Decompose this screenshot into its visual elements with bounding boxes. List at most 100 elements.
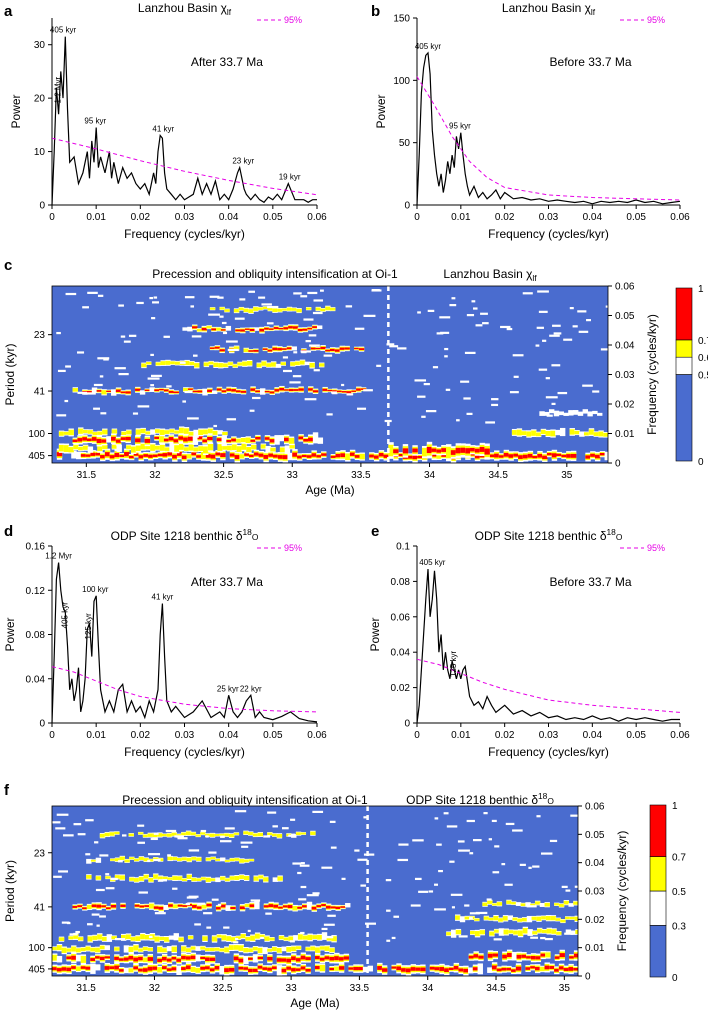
confidence-95-line: [51, 137, 318, 196]
heatmap-cell: [341, 383, 345, 387]
heatmap-cell: [311, 453, 317, 457]
heatmap-cell: [312, 810, 324, 813]
heatmap-cell: [298, 898, 307, 901]
heatmap-cell: [228, 967, 235, 972]
heatmap-cell: [357, 858, 368, 861]
heatmap-cell: [105, 907, 112, 910]
y-tick-label: 0: [39, 719, 45, 730]
heatmap-cell: [231, 444, 238, 451]
frequency-tick-label: 0.05: [585, 830, 605, 841]
heatmap-cell: [265, 445, 271, 453]
heatmap-cell: [167, 856, 173, 861]
heatmap-cell: [191, 877, 197, 882]
heatmap-cell: [190, 955, 197, 960]
heatmap-cell: [201, 327, 208, 331]
heatmap-cell: [152, 833, 158, 838]
heatmap-cell: [466, 412, 473, 415]
heatmap-cell: [143, 874, 149, 879]
heatmap-cell: [276, 948, 283, 953]
heatmap-cell: [254, 327, 260, 331]
heatmap-cell: [305, 947, 311, 951]
heatmap-cell: [149, 903, 155, 909]
heatmap-cell: [551, 453, 558, 458]
heatmap-cell: [75, 948, 82, 953]
heatmap-cell: [188, 849, 200, 852]
heatmap-cell: [527, 453, 534, 458]
heatmap-cell: [183, 437, 189, 442]
heatmap-cell: [78, 428, 84, 434]
heatmap-cell: [563, 968, 570, 971]
heatmap-cell: [178, 443, 185, 450]
heatmap-cell: [262, 348, 269, 350]
heatmap-cell: [90, 859, 97, 862]
x-tick-label: 32: [149, 470, 161, 481]
heatmap-cell: [207, 428, 214, 434]
heatmap-cell: [186, 874, 192, 880]
heatmap-cell: [458, 849, 470, 852]
heatmap-cell: [96, 924, 100, 927]
heatmap-cell: [188, 431, 195, 436]
heatmap-cell: [239, 859, 245, 863]
heatmap-cell: [202, 936, 208, 941]
heatmap-cell: [244, 903, 251, 907]
heatmap-cell: [104, 452, 111, 457]
heatmap-cell: [292, 326, 299, 329]
heatmap-cell: [531, 430, 537, 436]
heatmap-cell: [243, 967, 249, 970]
heatmap-cell: [532, 931, 538, 935]
heatmap-cell: [85, 966, 91, 970]
heatmap-cell: [550, 430, 556, 437]
heatmap-cell: [331, 936, 337, 942]
heatmap-cell: [208, 851, 217, 854]
heatmap-cell: [77, 905, 83, 908]
heatmap-cell: [96, 904, 102, 908]
heatmap-cell: [570, 814, 578, 817]
heatmap-cell: [100, 455, 106, 459]
heatmap-cell: [268, 328, 275, 330]
heatmap-cell: [118, 969, 125, 972]
heatmap-cell: [281, 946, 287, 952]
panel-d: d ODP Site 1218 benthic δ18O 0 0.01 0.02 0.03…: [3, 523, 327, 759]
heatmap-cell: [300, 862, 305, 865]
heatmap-cell: [72, 905, 78, 908]
heatmap-cell: [220, 840, 232, 843]
heatmap-cell: [539, 902, 546, 907]
frequency-tick-label: 0.01: [585, 943, 605, 954]
heatmap-cell: [217, 296, 224, 299]
heatmap-cell: [530, 956, 537, 960]
heatmap-cell: [358, 348, 365, 351]
heatmap-cell: [205, 957, 211, 961]
heatmap-cell: [111, 389, 117, 396]
heatmap-cell: [220, 453, 226, 458]
heatmap-cell: [521, 431, 527, 436]
heatmap-cell: [224, 947, 230, 953]
heatmap-cell: [166, 958, 173, 962]
heatmap-cell: [221, 435, 227, 447]
heatmap-cell: [288, 437, 295, 444]
heatmap-cell: [181, 455, 188, 460]
heatmap-cell: [289, 940, 295, 943]
heatmap-cell: [498, 918, 504, 922]
heatmap-cell: [120, 437, 127, 440]
heatmap-cell: [167, 854, 172, 857]
heatmap-cell: [540, 953, 546, 957]
heatmap-cell: [479, 455, 486, 458]
heatmap-cell: [73, 444, 79, 450]
period-tick-label: 41: [34, 387, 46, 398]
heatmap-cell: [450, 893, 463, 896]
heatmap-cell: [224, 860, 231, 862]
heatmap-cell: [52, 967, 58, 971]
heatmap-cell: [296, 308, 302, 313]
heatmap-cell: [250, 935, 256, 941]
heatmap-cell: [165, 360, 171, 365]
heatmap-cell: [549, 839, 558, 843]
heatmap-cell: [288, 834, 292, 837]
colorbar-label: 1: [698, 284, 704, 295]
heatmap-cell: [569, 307, 574, 310]
heatmap-cell: [139, 905, 145, 908]
y-tick-label: 30: [34, 40, 46, 51]
heatmap-cell: [213, 362, 219, 367]
heatmap-cell: [267, 956, 273, 961]
heatmap-cell: [252, 968, 259, 972]
heatmap-cell: [544, 965, 550, 970]
